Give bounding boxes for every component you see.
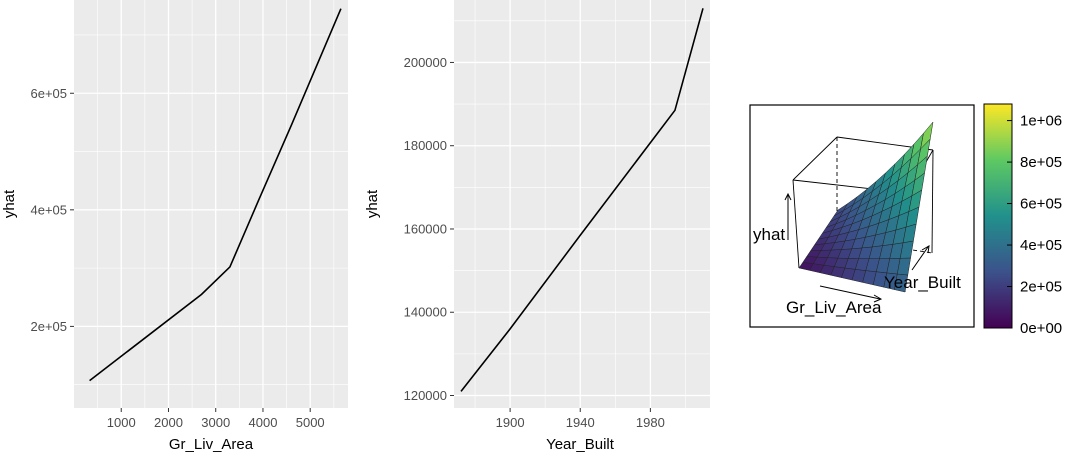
y-tick-label: 6e+05 xyxy=(30,86,67,101)
x-tick-label: 2000 xyxy=(154,415,183,430)
y-tick-label: 140000 xyxy=(404,305,447,320)
surface-cell xyxy=(920,121,934,150)
colorbar-tick-label: 8e+05 xyxy=(1020,154,1062,171)
x-tick-label: 3000 xyxy=(201,415,230,430)
chart-surface-3d: yhat Gr_Liv_Area Year_Built 0e+00 2e+05 4e… xyxy=(749,103,1062,337)
line-series-gr-liv-area xyxy=(89,8,342,382)
y-tick-label: 120000 xyxy=(404,388,447,403)
y-axis-ticks-2: 120000 140000 160000 180000 200000 xyxy=(404,55,454,403)
colorbar-ticks: 0e+00 2e+05 4e+05 6e+05 8e+05 1e+06 xyxy=(1007,113,1062,337)
plot-panel-1 xyxy=(74,0,348,408)
y-tick-label: 180000 xyxy=(404,138,447,153)
surface-axis-arrows xyxy=(784,192,930,303)
chart-year-built: 1900 1940 1980 120000 140000 160000 180000 200… xyxy=(364,0,710,453)
colorbar-tick-label: 2e+05 xyxy=(1020,279,1062,296)
surface-mesh xyxy=(798,121,934,293)
y-tick-label: 2e+05 xyxy=(30,319,67,334)
x-tick-label: 4000 xyxy=(249,415,278,430)
y-tick-label: 160000 xyxy=(404,221,447,236)
x-tick-label: 1980 xyxy=(636,415,665,430)
surface-z-label: yhat xyxy=(753,225,785,244)
x-tick-label: 1940 xyxy=(566,415,595,430)
x-axis-ticks-1: 1000 2000 3000 4000 5000 xyxy=(107,408,325,430)
colorbar-tick-label: 0e+00 xyxy=(1020,320,1062,337)
grid-lines-1 xyxy=(74,0,348,408)
plot-panel-2 xyxy=(454,0,710,408)
colorbar xyxy=(983,103,1013,329)
x-axis-ticks-2: 1900 1940 1980 xyxy=(496,408,665,430)
colorbar-tick-label: 4e+05 xyxy=(1020,237,1062,254)
grid-lines-2 xyxy=(454,0,710,408)
x-tick-label: 1000 xyxy=(107,415,136,430)
x-tick-label: 5000 xyxy=(296,415,325,430)
colorbar-tick-label: 6e+05 xyxy=(1020,196,1062,213)
surface-y-label: Year_Built xyxy=(884,273,961,292)
y-axis-title-1: yhat xyxy=(1,189,18,218)
x-axis-title-1: Gr_Liv_Area xyxy=(169,436,254,453)
colorbar-tick-label: 1e+06 xyxy=(1020,113,1062,130)
y-tick-label: 200000 xyxy=(404,55,447,70)
y-axis-title-2: yhat xyxy=(364,189,381,218)
y-tick-label: 4e+05 xyxy=(30,202,67,217)
surface-x-label: Gr_Liv_Area xyxy=(786,298,882,317)
x-tick-label: 1900 xyxy=(496,415,525,430)
x-axis-title-2: Year_Built xyxy=(546,436,615,453)
y-axis-ticks-1: 2e+05 4e+05 6e+05 xyxy=(30,86,74,334)
chart-gr-liv-area: 1000 2000 3000 4000 5000 2e+05 4e+05 6e+05 Gr_… xyxy=(1,0,348,453)
line-series-year-built xyxy=(460,8,704,392)
